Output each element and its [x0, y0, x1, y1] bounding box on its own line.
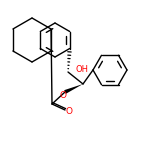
Text: O: O	[65, 107, 72, 116]
Text: O: O	[60, 90, 66, 99]
Polygon shape	[64, 84, 83, 94]
Text: OH: OH	[76, 64, 89, 74]
